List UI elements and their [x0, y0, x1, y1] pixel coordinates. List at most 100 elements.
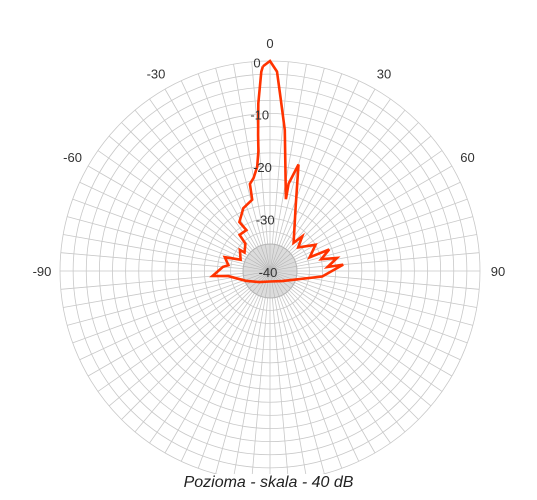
- grid-spoke: [269, 73, 343, 272]
- radial-tick-labels: 0 -10 -20 -30 -40: [250, 55, 277, 280]
- center-spoke: [269, 244, 275, 272]
- grid-spoke: [215, 68, 271, 272]
- grid-spoke: [251, 270, 271, 474]
- grid-spoke: [269, 270, 307, 474]
- grid-spoke: [269, 270, 477, 308]
- grid-spoke: [269, 122, 419, 272]
- center-spoke: [265, 270, 271, 298]
- grid-spoke: [269, 270, 360, 462]
- radial-tick-label: -30: [256, 213, 275, 228]
- grid-spoke: [180, 80, 271, 272]
- center-spoke: [252, 250, 271, 272]
- polar-grid: [59, 60, 481, 474]
- center-spoke: [256, 247, 271, 272]
- grid-spoke: [269, 64, 307, 272]
- grid-spoke: [269, 270, 376, 454]
- center-spoke: [260, 270, 271, 297]
- center-spoke: [269, 257, 294, 272]
- grid-spoke: [67, 270, 271, 326]
- center-spoke: [244, 270, 271, 281]
- grid-spoke: [269, 61, 289, 272]
- center-spoke: [269, 247, 284, 272]
- grid-spoke: [269, 270, 289, 474]
- grid-spoke: [233, 64, 271, 272]
- grid-spoke: [164, 88, 271, 272]
- angle-tick-label: -30: [147, 67, 166, 82]
- center-spoke: [269, 270, 294, 285]
- grid-spoke: [269, 270, 473, 326]
- center-spoke: [269, 270, 291, 289]
- grid-spoke: [63, 234, 271, 272]
- grid-spoke: [269, 88, 376, 272]
- grid-spoke: [269, 150, 443, 272]
- grid-spoke: [269, 98, 391, 272]
- radial-tick-label: -10: [250, 108, 269, 123]
- grid-spoke: [269, 216, 473, 272]
- grid-spoke: [79, 181, 271, 272]
- grid-spoke: [269, 80, 360, 272]
- radial-tick-label: 0: [253, 55, 260, 70]
- grid-spoke: [180, 270, 271, 462]
- center-spoke: [269, 261, 296, 272]
- grid-spoke: [149, 98, 271, 272]
- grid-spoke: [134, 270, 271, 433]
- center-spoke: [243, 266, 271, 272]
- center-spoke: [269, 253, 291, 272]
- grid-spoke: [164, 270, 271, 454]
- center-region: [242, 243, 298, 299]
- chart-caption: Pozioma - skala - 40 dB: [183, 474, 354, 491]
- center-spoke: [269, 270, 280, 297]
- grid-spoke: [269, 252, 480, 272]
- center-spoke: [269, 270, 275, 298]
- grid-spoke: [97, 270, 271, 392]
- grid-spoke: [269, 234, 477, 272]
- grid-spoke: [134, 109, 271, 272]
- center-spoke: [269, 245, 280, 272]
- polar-plot: 0 30 -30 60 -60 90 -90 0 -10 -20 -30 -40: [33, 36, 505, 474]
- grid-spoke: [269, 270, 325, 474]
- center-spoke: [269, 266, 297, 272]
- radial-tick-label: -20: [253, 160, 272, 175]
- grid-spoke: [215, 270, 271, 474]
- center-spoke: [269, 250, 288, 272]
- grid-spoke: [60, 270, 271, 290]
- grid-spoke: [269, 181, 461, 272]
- grid-spoke: [269, 270, 468, 344]
- grid-spoke: [269, 270, 343, 469]
- grid-spoke: [197, 73, 271, 272]
- grid-spoke: [269, 270, 480, 290]
- angle-tick-label: 60: [460, 150, 474, 165]
- grid-spoke: [269, 165, 453, 272]
- grid-spoke: [269, 270, 443, 392]
- center-spoke: [269, 270, 284, 295]
- center-spoke: [243, 270, 271, 276]
- center-spoke: [246, 257, 271, 272]
- grid-spoke: [108, 270, 271, 407]
- grid-spoke: [67, 216, 271, 272]
- grid-spoke: [79, 270, 271, 361]
- grid-spoke: [87, 270, 271, 377]
- grid-spoke: [269, 270, 391, 444]
- center-spoke: [260, 245, 271, 272]
- grid-spoke: [251, 61, 271, 272]
- angle-tick-label: 90: [491, 264, 505, 279]
- grid-spoke: [108, 135, 271, 272]
- grid-spoke: [72, 270, 271, 344]
- angle-tick-label: -90: [33, 264, 52, 279]
- grid-spoke: [121, 270, 271, 420]
- center-spoke: [269, 270, 297, 276]
- grid-spoke: [149, 270, 271, 444]
- angle-tick-label: 30: [377, 67, 391, 82]
- angle-tick-label: -60: [63, 150, 82, 165]
- radial-tick-label: -40: [259, 265, 278, 280]
- grid-spoke: [269, 270, 461, 361]
- grid-spoke: [269, 270, 406, 433]
- grid-spoke: [269, 270, 419, 420]
- grid-spoke: [60, 252, 271, 272]
- center-spoke: [269, 270, 296, 281]
- center-spoke: [249, 270, 271, 289]
- series-layer: [209, 59, 344, 284]
- grid-spoke: [269, 270, 453, 377]
- center-spoke: [265, 244, 271, 272]
- angle-tick-label: 0: [266, 36, 273, 51]
